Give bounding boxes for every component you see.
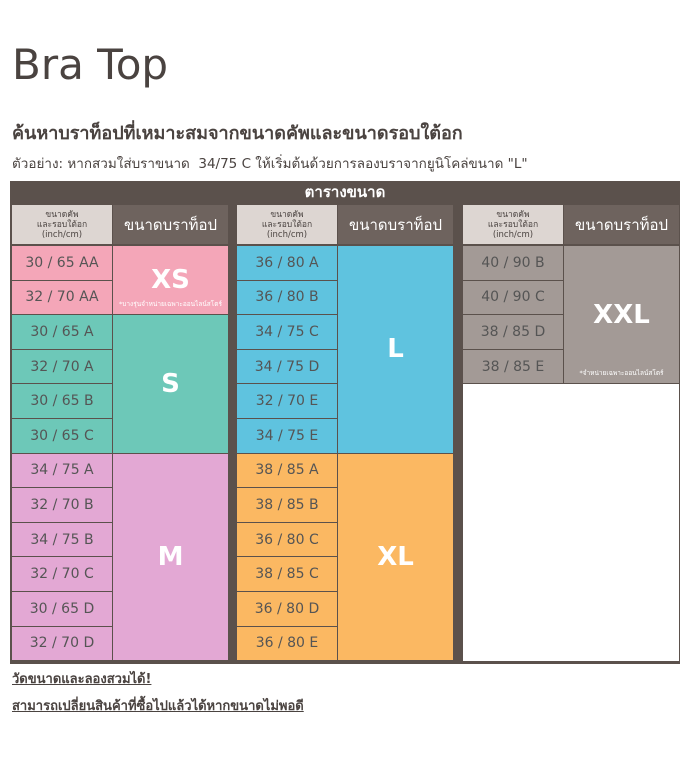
header-line: และรอบใต้อก — [487, 219, 539, 230]
header-cell: ขนาดคัพ และรอบใต้อก (inch/cm) — [237, 205, 337, 244]
size-cell: 36 / 80 E — [237, 626, 337, 661]
size-cell: 32 / 70 C — [12, 557, 112, 591]
empty-area — [463, 384, 679, 661]
header-line: ขนาดคัพ — [496, 209, 530, 220]
header-line: และรอบใต้อก — [36, 219, 88, 230]
size-label: XS — [151, 265, 190, 296]
header-line: (inch/cm) — [492, 229, 534, 240]
size-cell: 36 / 80 B — [237, 280, 337, 315]
example: ตัวอย่าง: หากสวมใส่บราขนาด 34/75 C ให้เร… — [12, 156, 528, 172]
size-cell: 32 / 70 A — [12, 349, 112, 384]
size-cell: 40 / 90 B — [463, 246, 563, 280]
size-label: L — [387, 334, 404, 365]
size-label-cell: S — [113, 315, 228, 453]
size-cell: 36 / 80 D — [237, 592, 337, 626]
size-label-cell: XL — [338, 453, 453, 661]
size-label: XL — [377, 541, 414, 572]
size-label-cell: M — [113, 453, 228, 661]
header-cell: ขนาดคัพ และรอบใต้อก (inch/cm) — [463, 205, 563, 244]
size-label: XXL — [593, 299, 650, 330]
size-label-cell: L — [338, 246, 453, 453]
size-cell: 32 / 70 E — [237, 384, 337, 418]
size-cell: 32 / 70 D — [12, 626, 112, 661]
header-cell: ขนาดบราท็อป — [564, 205, 679, 244]
subtitle: ค้นหาบราท็อปที่เหมาะสมจากขนาดคัพและขนาดร… — [12, 123, 463, 144]
header-line: และรอบใต้อก — [261, 219, 313, 230]
size-table: ตารางขนาด ขนาดคัพ และรอบใต้อก (inch/cm) ขนา… — [10, 181, 680, 664]
size-cell: 30 / 65 A — [12, 315, 112, 349]
size-cell: 34 / 75 B — [12, 522, 112, 557]
size-cell: 36 / 80 A — [237, 246, 337, 280]
size-cell: 38 / 85 A — [237, 453, 337, 488]
size-cell: 36 / 80 C — [237, 522, 337, 557]
size-cell: 34 / 75 D — [237, 349, 337, 384]
header-cell: ขนาดคัพ และรอบใต้อก (inch/cm) — [12, 205, 112, 244]
size-cell: 30 / 65 D — [12, 592, 112, 626]
size-cell: 30 / 65 C — [12, 419, 112, 453]
size-cell: 38 / 85 B — [237, 488, 337, 522]
size-label: S — [161, 368, 180, 399]
header-cell: ขนาดบราท็อป — [113, 205, 228, 244]
size-label: M — [157, 541, 184, 572]
header-line: (inch/cm) — [41, 229, 83, 240]
size-cell: 30 / 65 B — [12, 384, 112, 418]
size-cell: 38 / 85 E — [463, 349, 563, 384]
size-cell: 34 / 75 E — [237, 419, 337, 453]
size-note: *จำหน่ายเฉพาะออนไลน์สโตร์ — [579, 369, 664, 378]
table-title: ตารางขนาด — [304, 183, 386, 201]
size-cell: 32 / 70 B — [12, 488, 112, 522]
size-label-cell: XXL *จำหน่ายเฉพาะออนไลน์สโตร์ — [564, 246, 679, 384]
size-cell: 38 / 85 C — [237, 557, 337, 591]
header-line: (inch/cm) — [266, 229, 308, 240]
header-cell: ขนาดบราท็อป — [338, 205, 453, 244]
size-cell: 40 / 90 C — [463, 280, 563, 315]
size-cell: 38 / 85 D — [463, 315, 563, 349]
size-cell: 32 / 70 AA — [12, 280, 112, 315]
header-line: ขนาดคัพ — [270, 209, 304, 220]
link[interactable]: สามารถเปลี่ยนสินค้าที่ซื้อไปแล้วได้หากขน… — [12, 699, 304, 714]
link[interactable]: วัดขนาดและลองสวมได้! — [12, 672, 152, 687]
size-label-cell: XS *บางรุ่นจำหน่ายเฉพาะออนไลน์สโตร์ — [113, 246, 228, 315]
title: Bra Top — [12, 40, 169, 89]
size-cell: 34 / 75 C — [237, 315, 337, 349]
header-line: ขนาดคัพ — [45, 209, 79, 220]
size-cell: 30 / 65 AA — [12, 246, 112, 280]
size-note: *บางรุ่นจำหน่ายเฉพาะออนไลน์สโตร์ — [119, 300, 222, 309]
size-cell: 34 / 75 A — [12, 453, 112, 488]
